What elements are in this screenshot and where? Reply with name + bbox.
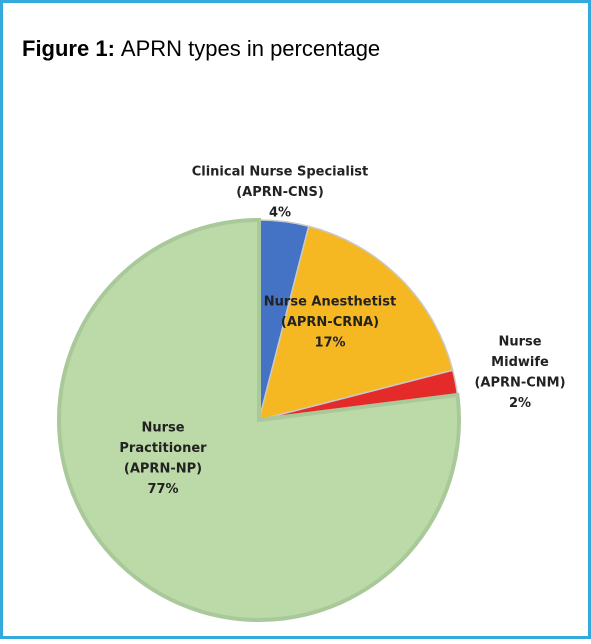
slice-label: Nurse xyxy=(141,421,184,436)
slice-value-label: 4% xyxy=(269,206,291,221)
slice-label: (APRN-CNS) xyxy=(236,185,324,200)
slice-label: Midwife xyxy=(491,355,549,370)
slice-label: (APRN-NP) xyxy=(124,462,202,477)
slice-label: Nurse Anesthetist xyxy=(264,295,396,310)
title-text: APRN types in percentage xyxy=(121,36,380,61)
pie-slice xyxy=(57,217,461,622)
slice-label: Nurse xyxy=(498,335,541,350)
slice-label: Clinical Nurse Specialist xyxy=(192,165,369,180)
slice-label: (APRN-CRNA) xyxy=(281,315,379,330)
slice-value-label: 77% xyxy=(147,482,178,497)
figure-title: Figure 1: APRN types in percentage xyxy=(22,36,380,61)
title-prefix: Figure 1: xyxy=(22,36,115,61)
slice-value-label: 2% xyxy=(509,396,531,411)
pie-slice xyxy=(257,225,454,422)
slice-label: (APRN-CNM) xyxy=(474,376,565,391)
slice-value-label: 17% xyxy=(314,336,345,351)
slice-label: Practitioner xyxy=(119,441,207,456)
